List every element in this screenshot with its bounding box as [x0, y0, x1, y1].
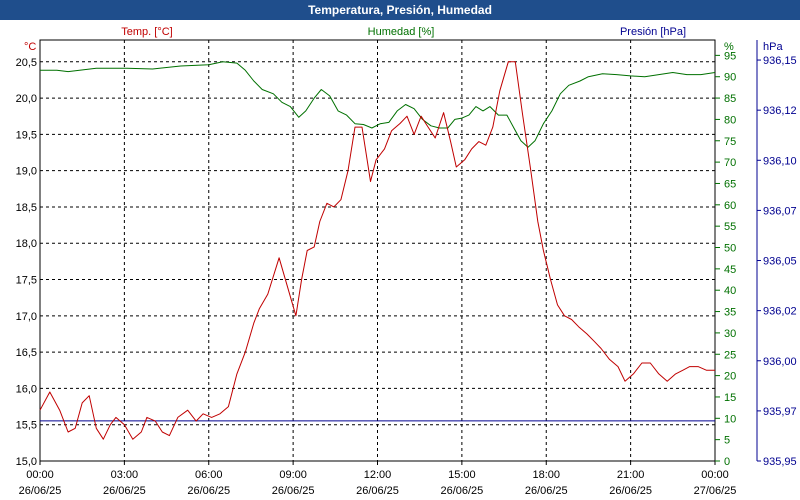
series-lines [39, 61, 716, 440]
humidity-tick-label: 15 [724, 392, 736, 404]
humidity-tick-label: 45 [724, 264, 736, 276]
humidity-tick-label: 55 [724, 221, 736, 233]
humidity-tick-label: 40 [724, 285, 736, 297]
humidity-tick-label: 50 [724, 243, 736, 255]
pressure-tick-label: 935,97 [763, 406, 797, 418]
x-tick-label-date: 26/06/25 [440, 485, 483, 497]
temperature-tick-label: 15,5 [16, 420, 37, 432]
humidity-tick-label: 65 [724, 178, 736, 190]
humidity-axis-header: Humedad [%] [368, 26, 435, 38]
x-tick-label-time: 18:00 [532, 469, 560, 481]
humidity-tick-label: 5 [724, 435, 730, 447]
pressure-tick-label: 936,15 [763, 55, 797, 67]
series-temp-line [39, 61, 715, 440]
humidity-tick-label: 20 [724, 371, 736, 383]
window-title: Temperatura, Presión, Humedad [0, 0, 800, 20]
temperature-tick-label: 19,5 [16, 129, 37, 141]
pressure-axis-header: Presión [hPa] [620, 26, 686, 38]
temperature-tick-label: 19,0 [16, 166, 37, 178]
humidity-tick-label: 85 [724, 93, 736, 105]
temperature-tick-label: 18,0 [16, 238, 37, 250]
x-tick-label-date: 26/06/25 [103, 485, 146, 497]
temperature-unit-label: °C [24, 41, 36, 53]
x-tick-label-time: 09:00 [279, 469, 307, 481]
humidity-tick-label: 0 [724, 456, 730, 468]
humidity-tick-label: 80 [724, 114, 736, 126]
x-tick-label-time: 12:00 [364, 469, 392, 481]
pressure-tick-label: 936,07 [763, 205, 797, 217]
humidity-tick-label: 95 [724, 50, 736, 62]
series-hum-line [40, 61, 716, 148]
humidity-tick-label: 90 [724, 72, 736, 84]
x-tick-label-time: 00:00 [26, 469, 54, 481]
pressure-tick-label: 936,00 [763, 356, 797, 368]
temperature-axis-header: Temp. [°C] [121, 26, 172, 38]
x-tick-label-date: 26/06/25 [19, 485, 62, 497]
temperature-tick-label: 20,0 [16, 93, 37, 105]
temperature-tick-label: 17,5 [16, 275, 37, 287]
temperature-tick-label: 16,0 [16, 383, 37, 395]
grid-lines [40, 40, 715, 461]
temperature-tick-label: 20,5 [16, 57, 37, 69]
pressure-tick-label: 936,02 [763, 306, 797, 318]
pressure-tick-label: 936,05 [763, 256, 797, 268]
temperature-tick-label: 16,5 [16, 347, 37, 359]
humidity-tick-label: 30 [724, 328, 736, 340]
pressure-tick-label: 936,10 [763, 155, 797, 167]
pressure-axis: 935,95 935,97 936,00 936,02 936,05 936,07 936,… [756, 40, 797, 468]
pressure-unit-label: hPa [763, 41, 783, 53]
humidity-tick-label: 25 [724, 349, 736, 361]
x-tick-label-date: 27/06/25 [694, 485, 737, 497]
x-tick-label-date: 26/06/25 [609, 485, 652, 497]
x-tick-label-date: 26/06/25 [187, 485, 230, 497]
x-tick-label-time: 00:00 [701, 469, 729, 481]
pressure-tick-label: 935,95 [763, 456, 797, 468]
temperature-axis: 15,0 15,5 16,0 16,5 17,0 17,5 18,0 18,5 19,0 19,5… [16, 57, 37, 468]
temperature-tick-label: 17,0 [16, 311, 37, 323]
humidity-tick-label: 70 [724, 157, 736, 169]
humidity-tick-label: 75 [724, 136, 736, 148]
axis-headers: Temp. [°C] Humedad [%] Presión [hPa] °C% hPa [24, 26, 783, 53]
x-tick-label-time: 06:00 [195, 469, 223, 481]
x-tick-label-time: 15:00 [448, 469, 476, 481]
humidity-axis: 0 5 10 15 20 25 30 35 40 45 50 55 60 65 70 75 80 85 90 95 [715, 50, 736, 468]
multi-axis-line-chart: 00:00 26/06/25 03:00 26/06/25 06:00 26/06/25 0… [16, 26, 797, 497]
humidity-tick-label: 35 [724, 307, 736, 319]
x-tick-label-date: 26/06/25 [525, 485, 568, 497]
temperature-tick-label: 15,0 [16, 456, 37, 468]
x-tick-label-date: 26/06/25 [272, 485, 315, 497]
humidity-tick-label: 10 [724, 413, 736, 425]
x-tick-label-time: 03:00 [111, 469, 139, 481]
x-tick-label-time: 21:00 [617, 469, 645, 481]
x-tick-label-date: 26/06/25 [356, 485, 399, 497]
temperature-tick-label: 18,5 [16, 202, 37, 214]
humidity-unit-label: % [724, 41, 734, 53]
pressure-tick-label: 936,12 [763, 105, 797, 117]
x-axis: 00:00 26/06/25 03:00 26/06/25 06:00 26/06/25 0… [19, 461, 737, 497]
humidity-tick-label: 60 [724, 200, 736, 212]
